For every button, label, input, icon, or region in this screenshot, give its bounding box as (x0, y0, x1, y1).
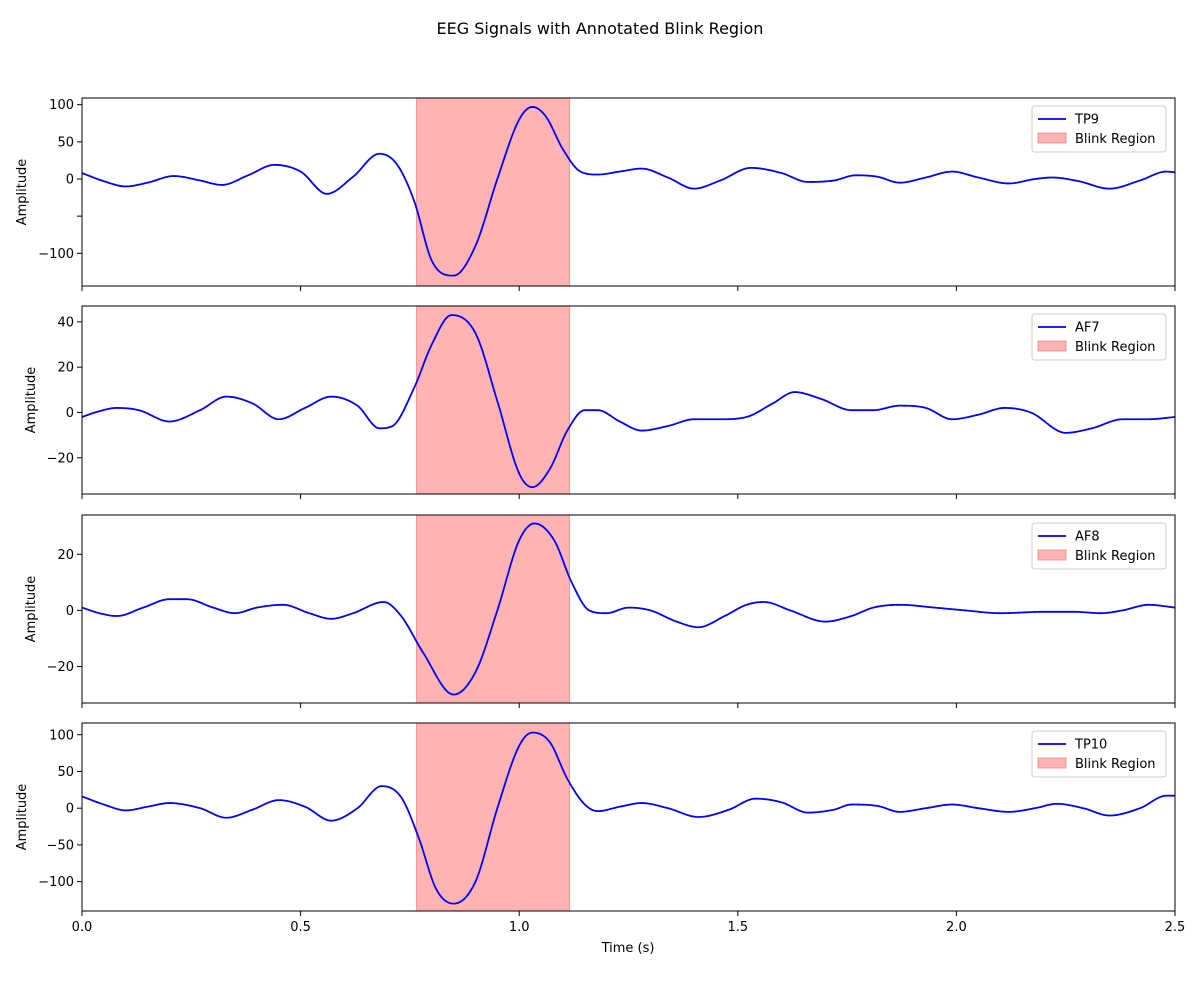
panel-frame (81, 514, 1176, 704)
x-tick-label: 2.0 (946, 920, 967, 935)
y-tick-label: 40 (57, 315, 74, 330)
y-tick-label: −20 (47, 451, 74, 466)
y-axis-label: Amplitude (15, 159, 30, 226)
y-tick-label: 0 (66, 406, 74, 421)
legend: AF7 Blink Region (1031, 313, 1167, 361)
legend-entry-series: TP9 (1074, 113, 1099, 128)
legend-entry-blink: Blink Region (1075, 340, 1156, 355)
series-line-af7 (82, 314, 1175, 489)
legend: AF8 Blink Region (1031, 522, 1167, 570)
panel-frame (81, 722, 1176, 912)
legend-patch-swatch (1037, 340, 1067, 352)
y-tick-label: 0 (66, 802, 74, 817)
panel-af7: 40 20 0 −20 Amplitude AF7 Blink Region (24, 305, 1176, 499)
panel-af8: 20 0 −20 Amplitude AF8 Blink Region (24, 514, 1176, 708)
panel-tp10: 0.0 0.5 1.0 1.5 2.0 2.5 100 50 0 −50 −100 Amplitude… (15, 722, 1186, 935)
panel-frame (81, 305, 1176, 495)
x-axis-label: Time (s) (601, 941, 655, 956)
y-axis-label: Amplitude (24, 576, 39, 643)
legend-entry-series: TP10 (1074, 738, 1107, 753)
series-line-af8 (82, 522, 1175, 696)
series-line-tp9 (82, 106, 1175, 277)
legend-patch-swatch (1037, 132, 1067, 144)
y-tick-label: −50 (47, 838, 74, 853)
legend-entry-blink: Blink Region (1075, 132, 1156, 147)
legend: TP9 Blink Region (1031, 105, 1167, 153)
legend-entry-blink: Blink Region (1075, 549, 1156, 564)
y-tick-label: 0 (66, 604, 74, 619)
y-tick-label: −20 (47, 660, 74, 675)
legend-patch-swatch (1037, 757, 1067, 769)
y-tick-label: 0 (66, 172, 74, 187)
series-line-tp10 (82, 731, 1175, 905)
y-tick-label: 50 (57, 765, 74, 780)
panel-frame (81, 97, 1176, 287)
y-tick-label: 20 (57, 548, 74, 563)
x-tick-label: 0.0 (72, 920, 93, 935)
legend-entry-series: AF8 (1075, 530, 1100, 545)
blink-region (415, 514, 570, 704)
y-tick-label: 50 (57, 135, 74, 150)
legend-patch-swatch (1037, 549, 1067, 561)
legend-entry-blink: Blink Region (1075, 757, 1156, 772)
y-tick-label: −100 (38, 875, 74, 890)
y-tick-label: 100 (49, 728, 74, 743)
y-axis-label: Amplitude (15, 784, 30, 851)
x-tick-label: 1.0 (509, 920, 530, 935)
y-tick-label: 20 (57, 361, 74, 376)
y-axis-label: Amplitude (24, 367, 39, 434)
blink-region (415, 305, 570, 495)
x-tick-label: 2.5 (1165, 920, 1186, 935)
blink-region (415, 722, 570, 912)
y-tick-label: −100 (38, 247, 74, 262)
legend: TP10 Blink Region (1031, 730, 1167, 778)
x-tick-label: 0.5 (290, 920, 311, 935)
y-tick-label: 100 (49, 98, 74, 113)
panels: 100 50 0 −100 Amplitude TP9 Blink Region 40 20 0 −… (15, 97, 1186, 935)
legend-entry-series: AF7 (1075, 321, 1100, 336)
panel-tp9: 100 50 0 −100 Amplitude TP9 Blink Region (15, 97, 1176, 291)
chart-title: EEG Signals with Annotated Blink Region (437, 19, 764, 38)
x-tick-label: 1.5 (727, 920, 748, 935)
